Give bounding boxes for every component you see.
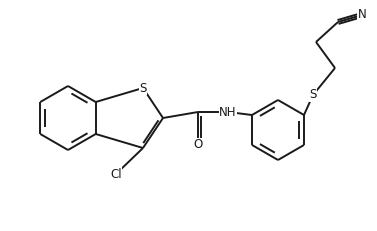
Text: S: S xyxy=(309,88,317,101)
Text: N: N xyxy=(358,9,366,21)
Text: NH: NH xyxy=(219,106,237,119)
Text: Cl: Cl xyxy=(110,167,122,180)
Text: S: S xyxy=(139,82,147,94)
Text: O: O xyxy=(193,139,202,152)
